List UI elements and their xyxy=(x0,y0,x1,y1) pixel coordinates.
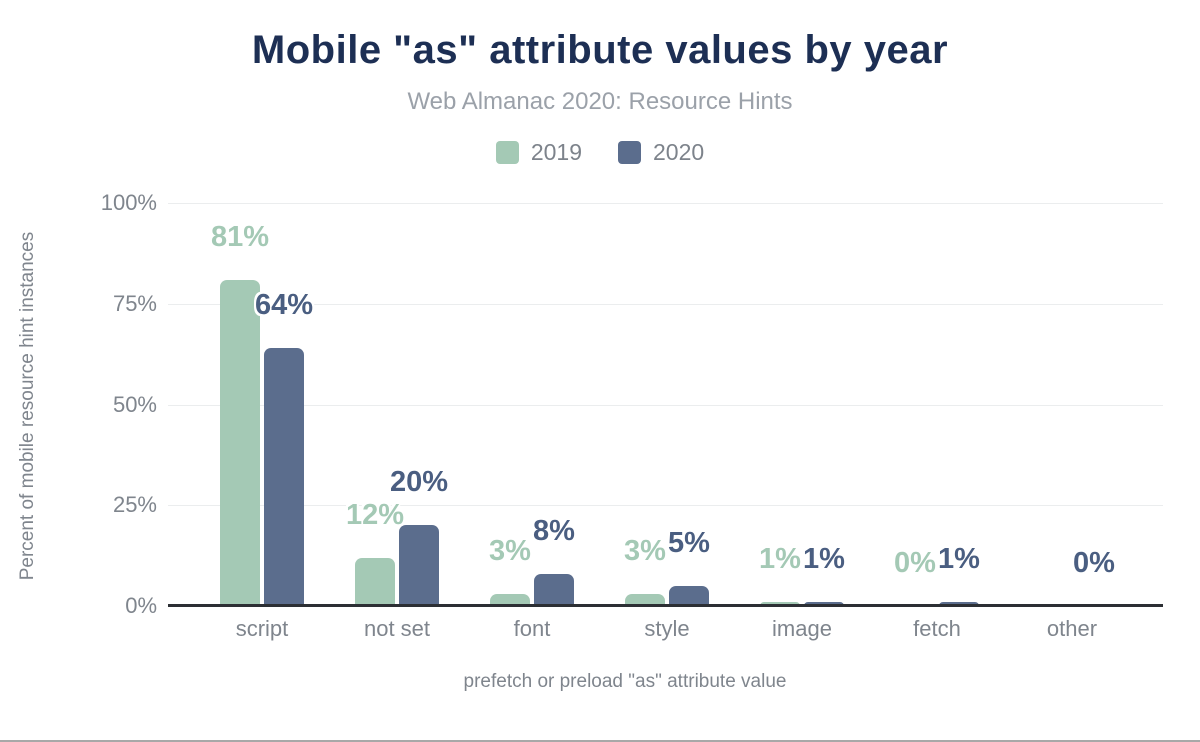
bar-not set-2020[interactable] xyxy=(399,525,439,606)
value-label-image-2020: 1% xyxy=(803,542,845,575)
value-label-font-2019: 3% xyxy=(489,534,531,567)
legend-label: 2019 xyxy=(530,138,582,165)
y-tick-label-25: 25% xyxy=(112,492,157,518)
value-label-fetch-2020: 1% xyxy=(938,542,980,575)
chart-subtitle: Web Almanac 2020: Resource Hints xyxy=(407,88,793,115)
category-label-script: script xyxy=(235,616,289,641)
bar-group-font: 3% 8% xyxy=(489,203,575,606)
category-label-fetch: fetch xyxy=(913,616,961,641)
category-label-style: style xyxy=(644,616,690,641)
category-label-image: image xyxy=(772,616,832,641)
value-label-not set-2020: 20% xyxy=(389,466,449,499)
legend-item-2020: 2020 xyxy=(618,139,704,166)
bar-image-2020[interactable] xyxy=(804,601,844,606)
bar-group-fetch: 0% 1% xyxy=(894,203,980,606)
value-label-script-2019: 81% xyxy=(210,220,270,253)
bar-group-image: 1% 1% xyxy=(759,203,845,606)
y-tick-label-0: 0% xyxy=(125,593,157,618)
value-label-script-2020: 64% xyxy=(254,289,314,322)
gridline-25 xyxy=(168,505,1163,507)
legend: 2019 2020 xyxy=(0,139,1200,165)
value-label-style-2019: 3% xyxy=(624,534,666,567)
gridline-50 xyxy=(168,404,1163,406)
value-label-style-2020: 5% xyxy=(668,526,710,559)
bar-not set-2019[interactable] xyxy=(355,557,395,606)
category-label-not set: not set xyxy=(363,616,431,641)
value-label-not set-2019: 12% xyxy=(345,498,405,531)
bar-group-not set: 12% 20% xyxy=(346,203,448,606)
plot-area: 81% 64% 12% 20% 3% 8% 3% 5% 1% 1% 0% 1% 0% xyxy=(168,203,1163,607)
y-tick-label-75: 75% xyxy=(112,290,157,316)
legend-swatch-2020 xyxy=(618,140,641,164)
legend-swatch-2019 xyxy=(495,140,519,164)
bar-group-other: 0% xyxy=(1030,203,1115,606)
gridline-75 xyxy=(168,303,1163,305)
value-label-font-2020: 8% xyxy=(533,514,575,547)
bar-group-style: 3% 5% xyxy=(624,203,710,606)
value-label-fetch-2019: 0% xyxy=(894,547,936,579)
y-axis-title: Percent of mobile resource hint instance… xyxy=(17,231,38,581)
legend-item-2019: 2019 xyxy=(495,138,582,166)
bar-font-2020[interactable] xyxy=(534,573,574,606)
bar-fetch-2020[interactable] xyxy=(939,601,979,606)
bar-font-2019[interactable] xyxy=(490,593,530,606)
bar-style-2020[interactable] xyxy=(669,585,709,606)
value-label-other-2020: 0% xyxy=(1073,547,1115,579)
value-label-image-2019: 1% xyxy=(759,542,801,575)
chart-title: Mobile "as" attribute values by year xyxy=(251,28,949,72)
x-axis-title: prefetch or preload "as" attribute value xyxy=(463,671,787,692)
bar-script-2020[interactable] xyxy=(264,348,304,606)
bar-script-2019[interactable] xyxy=(220,279,260,606)
y-tick-label-100: 100% xyxy=(100,190,157,215)
bar-image-2019[interactable] xyxy=(760,601,800,606)
legend-label: 2020 xyxy=(653,138,705,165)
y-tick-label-50: 50% xyxy=(112,391,157,417)
bar-group-script: 81% 64% xyxy=(211,203,313,606)
x-axis-line xyxy=(168,604,1163,607)
gridline-100 xyxy=(168,203,1163,204)
category-label-other: other xyxy=(1046,616,1098,641)
bar-style-2019[interactable] xyxy=(625,593,665,606)
category-label-font: font xyxy=(513,616,551,641)
